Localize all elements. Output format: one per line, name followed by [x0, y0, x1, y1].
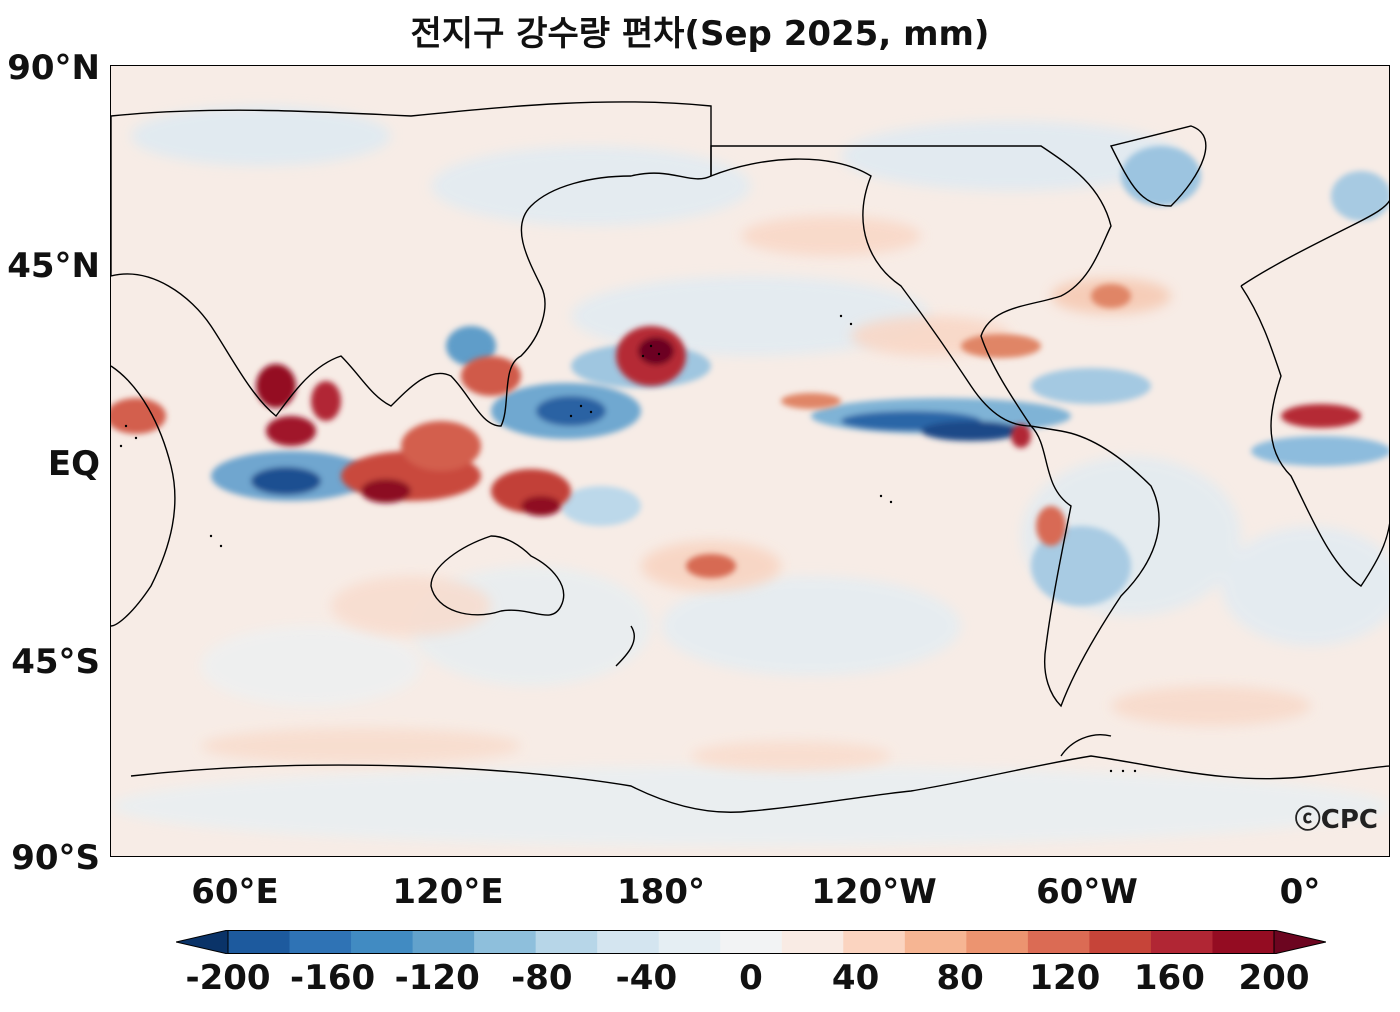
- colorbar-border: [227, 930, 1275, 954]
- cpc-credit: ⓒCPC: [1294, 805, 1378, 835]
- colorbar-tick-label: -120: [394, 958, 480, 998]
- colorbar-bin: [597, 930, 660, 954]
- lat-label-90s: 90°S: [11, 838, 100, 878]
- colorbar-tick-label: 40: [831, 958, 880, 998]
- lat-label-45n: 45°N: [7, 246, 100, 286]
- colorbar-bin: [843, 930, 906, 954]
- colorbar-bin: [535, 930, 598, 954]
- colorbar-bin: [781, 930, 844, 954]
- colorbar-tick-label: 80: [936, 958, 984, 998]
- colorbar-bin: [966, 930, 1029, 954]
- colorbar-tick-label: 200: [1238, 958, 1310, 998]
- lon-label-60w: 60°W: [1036, 872, 1138, 912]
- colorbar-bin: [289, 930, 352, 954]
- map-svg: [111, 66, 1389, 856]
- colorbar-tick-label: -80: [511, 958, 573, 998]
- negative-anomaly-cells: [211, 146, 1389, 606]
- colorbar-bin: [1089, 930, 1152, 954]
- colorbar-tick-label: 160: [1133, 958, 1205, 998]
- colorbar-bin: [658, 930, 721, 954]
- precipitation-anomaly-map: [110, 65, 1390, 857]
- colorbar-tick-label: -160: [290, 958, 376, 998]
- lon-label-60e: 60°E: [191, 872, 279, 912]
- light-anomaly-field: [111, 106, 1389, 846]
- colorbar-tick-label: -200: [185, 958, 271, 998]
- colorbar-tick-label: 120: [1029, 958, 1101, 998]
- colorbar-bin: [228, 930, 291, 954]
- colorbar: [176, 930, 1326, 954]
- colorbar-extend-min: [176, 930, 229, 954]
- lon-label-120w: 120°W: [811, 872, 937, 912]
- colorbar-bin: [412, 930, 475, 954]
- strong-positive-anomaly-cells: [111, 284, 1361, 578]
- colorbar-tick-label: -40: [615, 958, 678, 998]
- significance-stippling: [119, 314, 1137, 773]
- lat-label-eq: EQ: [47, 444, 100, 484]
- colorbar-tick-label: 0: [739, 958, 763, 998]
- lat-label-45s: 45°S: [11, 642, 100, 682]
- colorbar-bin: [474, 930, 537, 954]
- lat-label-90n: 90°N: [7, 48, 100, 88]
- colorbar-bin: [1027, 930, 1090, 954]
- map-title: 전지구 강수량 편차(Sep 2025, mm): [410, 14, 990, 54]
- colorbar-extend-max: [1273, 930, 1326, 954]
- colorbar-bin: [351, 930, 414, 954]
- colorbar-bin: [904, 930, 967, 954]
- colorbar-bin: [720, 930, 783, 954]
- lon-label-180: 180°: [617, 872, 705, 912]
- colorbar-bin: [1212, 930, 1275, 954]
- coastlines: [111, 101, 1389, 813]
- lon-label-120e: 120°E: [392, 872, 504, 912]
- colorbar-bin: [1150, 930, 1213, 954]
- lon-label-0: 0°: [1279, 872, 1321, 912]
